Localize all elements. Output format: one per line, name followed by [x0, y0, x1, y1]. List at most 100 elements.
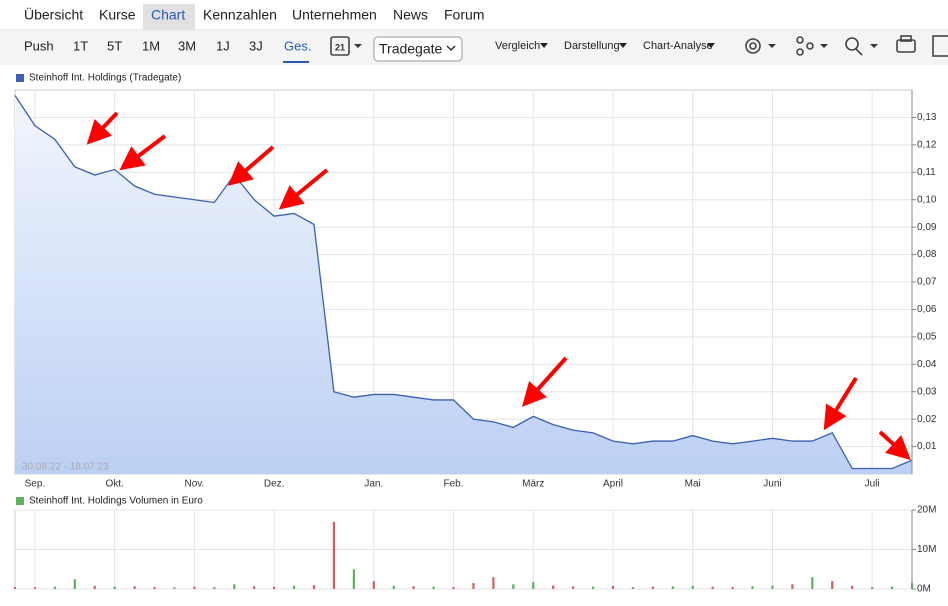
- calendar-icon[interactable]: [330, 36, 350, 56]
- volume-bar: [631, 587, 635, 589]
- volume-bar: [392, 585, 395, 589]
- nav-tab[interactable]: News: [393, 7, 428, 23]
- y-tick-label: 10M: [917, 544, 936, 555]
- volume-bar: [312, 585, 316, 589]
- select-caret: [446, 45, 456, 52]
- period-button[interactable]: Ges.: [284, 38, 311, 53]
- toolbar: [0, 31, 948, 65]
- period-button[interactable]: Push: [24, 38, 54, 53]
- volume-bar: [532, 581, 535, 589]
- volume-bar: [591, 586, 595, 589]
- x-tick-label: Nov.: [184, 479, 204, 490]
- period-button[interactable]: 1M: [142, 38, 160, 53]
- x-tick-label: März: [522, 479, 544, 490]
- volume-bar: [73, 579, 76, 589]
- x-tick-label: April: [603, 479, 623, 490]
- volume-bar: [332, 521, 336, 589]
- volume-bar: [492, 577, 495, 589]
- nav-tab[interactable]: Kennzahlen: [203, 7, 277, 23]
- volume-bar: [751, 586, 754, 589]
- y-tick-label: 0,02: [917, 414, 937, 425]
- volume-bar: [133, 586, 136, 589]
- nav-tab[interactable]: Kurse: [99, 7, 136, 23]
- volume-bar: [731, 587, 734, 589]
- y-tick-label: 20M: [917, 505, 936, 516]
- price-area: [15, 95, 912, 474]
- indicator-icon[interactable]: [796, 36, 804, 44]
- toolbar-menu[interactable]: Chart-Analyse: [643, 40, 713, 52]
- caret: [354, 44, 362, 48]
- calendar-day: 21: [335, 42, 345, 52]
- caret: [768, 44, 776, 48]
- settings-icon[interactable]: [745, 38, 761, 54]
- nav-tab[interactable]: Übersicht: [24, 6, 83, 23]
- y-tick-label: 0,05: [917, 331, 937, 342]
- volume-bar: [791, 584, 794, 589]
- volume-bar: [173, 587, 176, 589]
- volume-bar: [651, 586, 654, 589]
- volume-bar: [572, 586, 575, 589]
- period-button[interactable]: 5T: [107, 38, 122, 53]
- annotation-arrow: [823, 376, 858, 431]
- zoom-icon[interactable]: [845, 37, 859, 51]
- period-button[interactable]: 1J: [216, 38, 230, 53]
- annotation-arrow: [278, 168, 329, 210]
- period-button[interactable]: 3M: [178, 38, 196, 53]
- x-tick-label: Dez.: [264, 479, 285, 490]
- nav-tab[interactable]: Forum: [444, 7, 484, 23]
- volume-bar: [153, 587, 156, 589]
- annotation-arrow: [86, 111, 119, 145]
- x-tick-label: Juli: [865, 479, 880, 490]
- volume-bar: [771, 585, 774, 589]
- volume-bar: [412, 586, 415, 589]
- volume-bar: [811, 577, 814, 589]
- y-tick-label: 0,10: [917, 194, 937, 205]
- volume-bar: [472, 583, 475, 589]
- x-tick-label: Jan.: [364, 479, 383, 490]
- settings-icon-center: [749, 42, 757, 50]
- legend-label: Steinhoff Int. Holdings (Tradegate): [29, 73, 181, 84]
- y-tick-label: 0,06: [917, 304, 937, 315]
- y-tick-label: 0,01: [917, 441, 937, 452]
- date-range: 30.08.22 - 18.07.23: [22, 462, 109, 473]
- period-button[interactable]: 1T: [73, 38, 88, 53]
- toolbar-menu[interactable]: Vergleich: [495, 40, 540, 52]
- exchange-select[interactable]: [373, 36, 463, 62]
- y-tick-label: 0,03: [917, 386, 937, 397]
- zoom-handle: [855, 48, 863, 56]
- y-tick-label: 0,12: [917, 139, 937, 150]
- y-tick-label: 0,09: [917, 222, 937, 233]
- volume-bar: [372, 581, 375, 589]
- volume-bar: [193, 586, 196, 589]
- nav-tab[interactable]: Unternehmen: [292, 7, 377, 23]
- annotation-arrow: [521, 356, 568, 407]
- y-tick-label: 0,13: [917, 112, 937, 123]
- volume-bar: [292, 585, 296, 589]
- y-tick-label: 0,11: [917, 167, 936, 178]
- annotation-arrow: [227, 145, 275, 186]
- price-line: [14, 95, 913, 470]
- active-tab-bg: [143, 4, 195, 30]
- volume-bar: [691, 585, 694, 589]
- print-icon[interactable]: [896, 39, 916, 53]
- volume-bar: [33, 587, 37, 589]
- volume-bar: [352, 569, 355, 589]
- volume-bar: [611, 585, 615, 589]
- volume-bar: [671, 586, 674, 589]
- volume-bar: [711, 586, 714, 589]
- legend-swatch: [16, 497, 24, 505]
- exchange-label[interactable]: Tradegate: [379, 41, 443, 57]
- volume-bar: [432, 586, 435, 589]
- legend-swatch: [16, 74, 24, 82]
- print-icon-top: [900, 35, 912, 42]
- toolbar-menu[interactable]: Darstellung: [564, 40, 620, 52]
- volume-bar: [113, 586, 116, 589]
- toolbar-icons: [330, 35, 948, 62]
- period-button[interactable]: 3J: [249, 38, 263, 53]
- nav-tab[interactable]: Chart: [151, 7, 185, 23]
- volume-bar: [831, 581, 834, 589]
- x-tick-label: Sep.: [25, 479, 46, 490]
- volume-bar: [890, 586, 894, 589]
- export-icon[interactable]: [932, 35, 948, 57]
